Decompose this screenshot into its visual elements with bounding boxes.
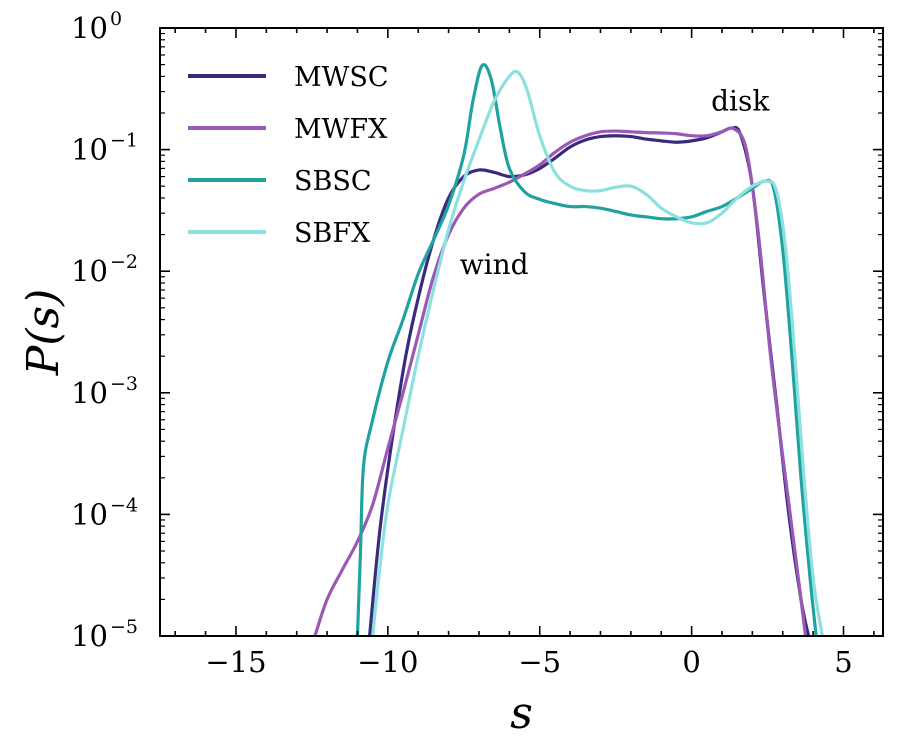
y-tick-label: 10 0 — [71, 8, 122, 45]
legend-entry-mwsc: MWSC — [188, 62, 389, 93]
plot-frame — [159, 27, 884, 637]
annotation-disk: disk — [711, 84, 770, 117]
svg-text:−3: −3 — [110, 373, 138, 395]
svg-text:−1: −1 — [110, 130, 138, 152]
y-tick-label: 10 −3 — [71, 373, 138, 410]
svg-text:10: 10 — [71, 497, 108, 531]
y-tick-label: 10 −5 — [71, 616, 138, 653]
series-line-mwfx — [313, 126, 808, 636]
ticks-layer — [160, 27, 883, 637]
svg-text:−4: −4 — [110, 494, 138, 516]
legend-label: MWFX — [294, 114, 388, 145]
x-tick-label: −5 — [518, 645, 561, 679]
legend-label: SBFX — [294, 218, 371, 249]
svg-text:10: 10 — [71, 11, 108, 45]
legend-label: SBSC — [294, 166, 372, 197]
x-tick-label: −10 — [357, 645, 418, 679]
y-axis-label: P(s) — [18, 289, 69, 377]
annotation-wind: wind — [460, 248, 529, 281]
series-layer — [313, 63, 824, 636]
y-tick-label: 10 −4 — [71, 494, 138, 531]
svg-text:−2: −2 — [110, 251, 138, 273]
legend-label: MWSC — [294, 62, 389, 93]
y-tick-label: 10 −1 — [71, 130, 138, 167]
legend-entry-sbsc: SBSC — [188, 166, 372, 197]
x-tick-label: 0 — [682, 645, 700, 679]
x-axis-label: s — [510, 688, 533, 739]
series-line-mwsc — [368, 125, 811, 636]
series-line-sbfx — [371, 69, 824, 636]
legend: MWSC MWFX SBSC SBFX — [188, 62, 389, 249]
legend-entry-sbfx: SBFX — [188, 218, 371, 249]
x-tick-label: 5 — [834, 645, 852, 679]
svg-text:10: 10 — [71, 254, 108, 288]
svg-text:10: 10 — [71, 376, 108, 410]
svg-text:10: 10 — [71, 619, 108, 653]
y-tick-label: 10 −2 — [71, 251, 138, 288]
svg-text:10: 10 — [71, 133, 108, 167]
svg-text:0: 0 — [110, 8, 122, 30]
x-tick-label: −15 — [205, 645, 266, 679]
legend-entry-mwfx: MWFX — [188, 114, 388, 145]
svg-text:−5: −5 — [110, 616, 138, 638]
